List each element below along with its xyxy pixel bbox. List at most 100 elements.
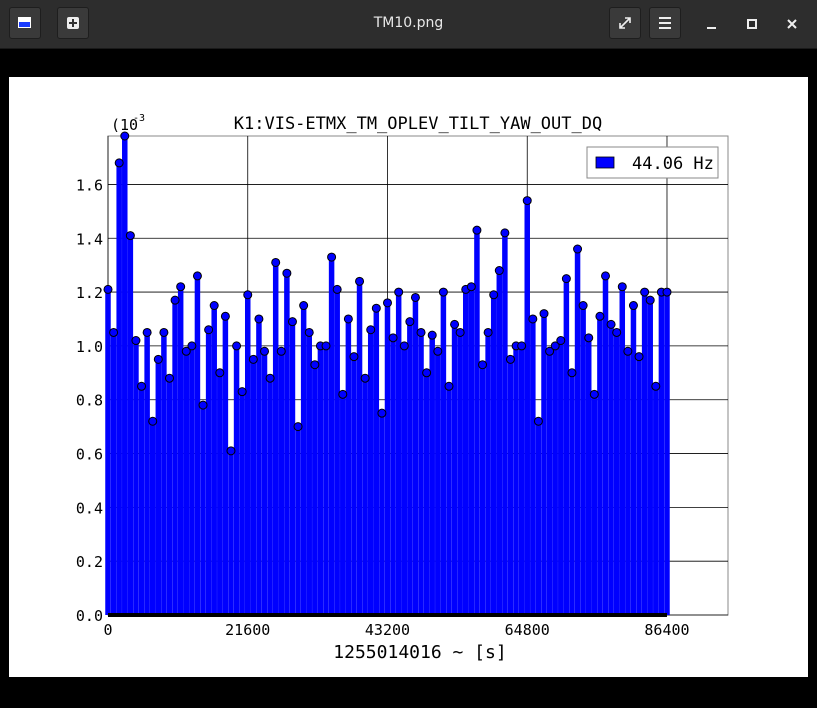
marker xyxy=(601,271,611,281)
marker xyxy=(405,317,415,327)
app-icon-button[interactable] xyxy=(9,7,41,39)
marker xyxy=(377,408,387,418)
marker xyxy=(131,336,141,346)
marker xyxy=(265,373,275,383)
marker xyxy=(450,319,460,329)
marker xyxy=(103,284,113,294)
menu-button[interactable] xyxy=(649,7,681,39)
marker xyxy=(338,389,348,399)
window-controls xyxy=(707,19,797,29)
y-tick-label: 0.0 xyxy=(76,607,103,625)
marker xyxy=(349,352,359,362)
marker xyxy=(187,341,197,351)
marker xyxy=(651,381,661,391)
marker xyxy=(137,381,147,391)
marker xyxy=(327,252,337,262)
marker xyxy=(371,303,381,313)
marker xyxy=(276,346,286,356)
icon xyxy=(659,17,671,29)
marker xyxy=(220,311,230,321)
marker xyxy=(466,282,476,292)
marker xyxy=(260,346,270,356)
marker xyxy=(159,327,169,337)
marker xyxy=(567,368,577,378)
fullscreen-button[interactable] xyxy=(609,7,641,39)
marker xyxy=(114,158,124,168)
title-bar: TM10.png xyxy=(0,0,817,49)
marker xyxy=(282,268,292,278)
marker xyxy=(533,416,543,426)
marker xyxy=(399,341,409,351)
marker xyxy=(410,292,420,302)
y-tick-label: 1.4 xyxy=(76,230,103,248)
marker xyxy=(494,266,504,276)
y-tick-label: 1.2 xyxy=(76,284,103,302)
marker xyxy=(254,314,264,324)
marker xyxy=(310,360,320,370)
marker xyxy=(394,287,404,297)
y-tick-label: 0.8 xyxy=(76,392,103,410)
marker xyxy=(478,360,488,370)
marker xyxy=(489,290,499,300)
marker xyxy=(640,287,650,297)
marker xyxy=(589,389,599,399)
marker xyxy=(545,346,555,356)
marker xyxy=(321,341,331,351)
marker xyxy=(388,333,398,343)
marker xyxy=(522,196,532,206)
marker xyxy=(472,225,482,235)
legend-label: 44.06 Hz xyxy=(632,154,714,174)
marker xyxy=(360,373,370,383)
marker xyxy=(612,327,622,337)
marker xyxy=(561,274,571,284)
marker xyxy=(343,314,353,324)
marker xyxy=(248,354,258,364)
legend-swatch xyxy=(595,156,615,169)
marker xyxy=(505,354,515,364)
marker xyxy=(662,287,672,297)
x-tick-label: 43200 xyxy=(365,621,410,639)
marker xyxy=(192,271,202,281)
marker xyxy=(623,346,633,356)
close-button[interactable] xyxy=(787,19,797,29)
y-tick-label: 0.6 xyxy=(76,446,103,464)
x-tick-label: 0 xyxy=(103,621,112,639)
icon xyxy=(18,17,31,28)
marker xyxy=(366,325,376,335)
marker xyxy=(422,368,432,378)
maximize-button[interactable] xyxy=(747,19,757,29)
marker xyxy=(438,287,448,297)
marker xyxy=(204,325,214,335)
marker xyxy=(556,336,566,346)
y-tick-label: 1.6 xyxy=(76,176,103,194)
marker xyxy=(226,446,236,456)
marker xyxy=(433,346,443,356)
marker xyxy=(176,282,186,292)
marker xyxy=(142,327,152,337)
marker xyxy=(125,231,135,241)
marker xyxy=(299,301,309,311)
y-tick-label: 0.4 xyxy=(76,499,103,517)
icon xyxy=(67,17,79,29)
marker xyxy=(198,400,208,410)
marker xyxy=(237,387,247,397)
marker xyxy=(287,317,297,327)
marker xyxy=(444,381,454,391)
marker xyxy=(528,314,538,324)
icon xyxy=(619,17,631,29)
y-tick-label: 0.2 xyxy=(76,553,103,571)
marker xyxy=(517,341,527,351)
x-tick-label: 21600 xyxy=(225,621,270,639)
marker xyxy=(304,327,314,337)
marker xyxy=(584,333,594,343)
y-offset-exponent: -3 xyxy=(133,113,145,124)
new-tab-button[interactable] xyxy=(57,7,89,39)
x-tick-label: 86400 xyxy=(644,621,689,639)
marker xyxy=(120,131,130,141)
plot: 0.0 0.2 0.4 0.6 0.8 1.0 1.2 1.4 1.6 0 21600 43200 64… xyxy=(76,131,729,639)
marker xyxy=(181,346,191,356)
marker xyxy=(153,354,163,364)
marker xyxy=(578,301,588,311)
x-tick-label: 64800 xyxy=(505,621,550,639)
marker xyxy=(483,327,493,337)
